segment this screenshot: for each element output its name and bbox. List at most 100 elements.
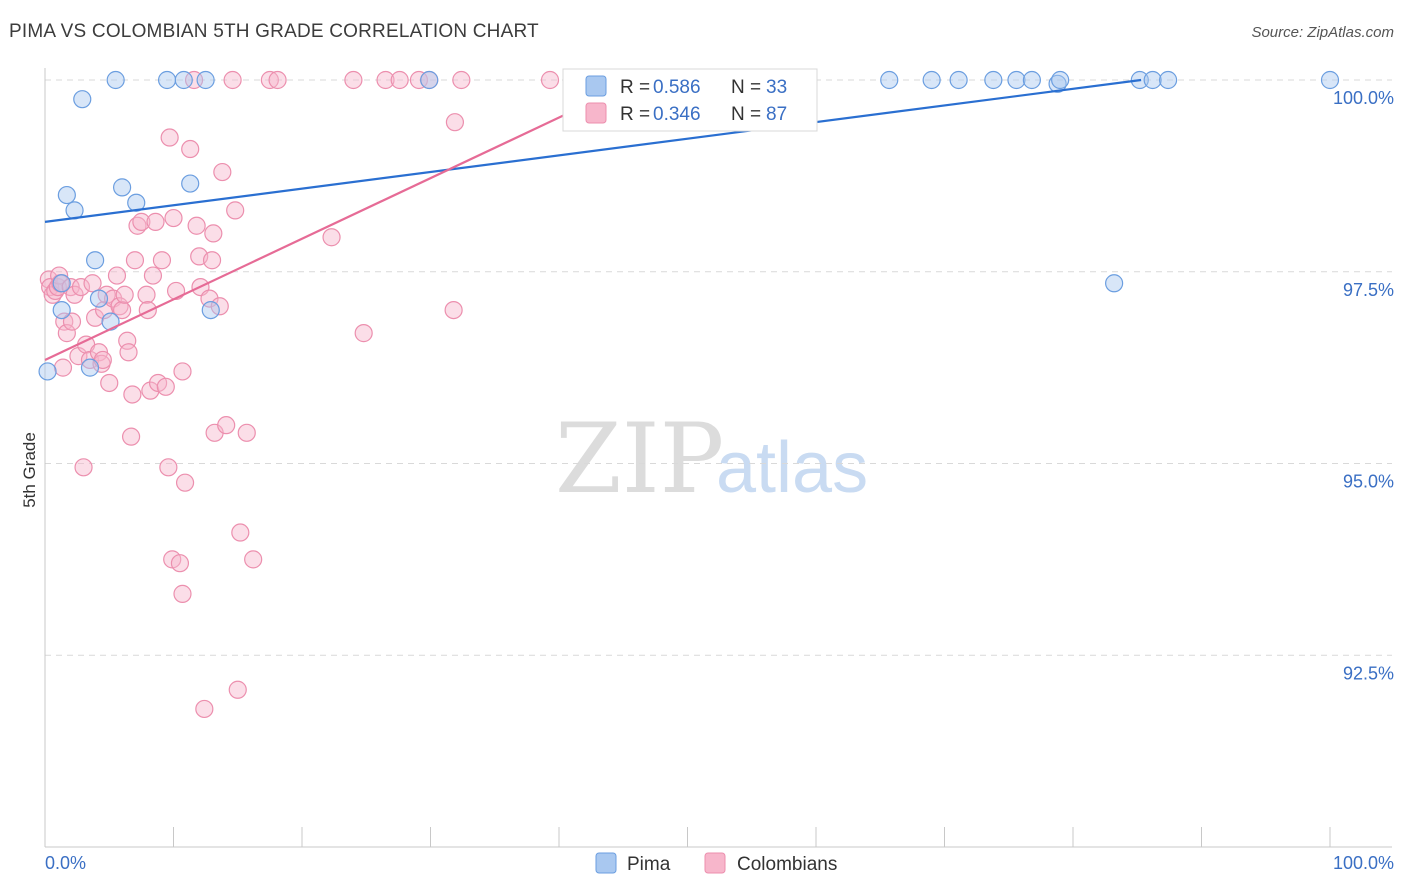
colombian-point [121,427,141,446]
colombian-point [445,113,465,132]
colombian-point [260,70,279,90]
colombian-point [57,324,76,343]
colombian-point [119,343,138,362]
colombian-point [231,523,250,542]
legend-r-label: R = [620,104,650,125]
pima-point [52,274,71,293]
pima-point [1143,70,1162,90]
colombian-point [107,266,127,285]
colombian-point [187,216,206,235]
colombian-point [173,362,192,381]
pima-point [949,70,968,90]
y-axis-label: 5th Grade [20,432,39,508]
pima-point [174,70,193,90]
colombian-point [125,251,145,270]
y-tick-label: 100.0% [1333,88,1394,108]
colombian-point [62,312,82,331]
colombian-point [146,212,165,231]
colombian-point [115,285,134,304]
pima-point [157,70,177,90]
colombian-point [268,70,287,90]
colombian-point [53,358,73,377]
colombian-point [152,251,172,270]
colombian-point [118,331,137,350]
colombian-point [170,554,190,573]
colombian-point [344,70,363,90]
legend-n-label: N = [731,104,761,125]
colombian-point [444,301,463,320]
colombian-point [100,373,119,393]
legend-box: R = 0.586 N = 33 R = 0.346 N = 87 [562,68,818,132]
bottom-legend: Pima Colombians [595,852,837,875]
colombian-point [138,301,157,320]
colombian-point [244,550,263,569]
pima-point [1051,70,1070,90]
colombian-point [112,301,132,320]
pima-point [1320,70,1340,90]
colombian-point [55,312,74,331]
bottom-legend-swatch-colombians [704,852,726,874]
pima-point [1022,70,1041,90]
pima-point [112,178,132,197]
colombian-point [132,212,151,231]
legend-swatch-pima [585,75,607,97]
pima-point [1007,70,1026,90]
colombian-point [74,458,93,477]
colombian-trend-line [44,113,566,361]
colombian-point [123,385,142,404]
pima-point [196,70,215,90]
colombian-point [409,70,429,90]
y-tick-label: 95.0% [1343,472,1394,492]
colombian-point [173,584,192,603]
colombian-point [195,699,214,719]
colombian-point [141,381,160,400]
colombian-point [223,70,242,90]
pima-point [38,362,57,381]
source-label: Source: ZipAtlas.com [1251,24,1394,41]
pima-point [880,70,899,90]
gridlines [45,79,1392,656]
colombian-point [83,274,102,293]
colombian-point [204,224,223,243]
colombian-point [202,251,222,270]
pima-point [127,193,146,212]
colombian-point [164,208,183,228]
colombian-point [210,297,229,316]
colombian-point [156,377,175,396]
y-tick-label: 92.5% [1343,663,1394,683]
colombian-point [354,324,373,343]
axes [44,68,1392,848]
x-tick-label-min: 0.0% [45,853,86,873]
chart-title: PIMA VS COLOMBIAN 5TH GRADE CORRELATION … [9,21,539,42]
legend-r-value-colombians: 0.346 [653,104,701,125]
pima-point [420,70,439,90]
pima-point [201,301,220,320]
colombian-point [322,228,341,247]
pima-point [86,251,105,270]
pima-trend-line [44,78,1142,223]
colombian-point [166,281,186,301]
bottom-legend-label-pima: Pima [627,854,671,875]
data-points [38,70,1340,719]
pima-point [57,185,76,205]
colombian-point [217,416,236,435]
legend-r-value-pima: 0.586 [653,77,701,98]
pima-point [80,358,100,377]
colombian-point [226,201,245,220]
pima-point [1105,274,1124,293]
colombian-point [143,266,163,285]
colombian-point [228,680,247,699]
colombian-point [540,70,560,90]
pima-point [52,301,71,320]
colombian-point [71,277,91,297]
pima-point [922,70,941,90]
colombian-point [376,70,395,90]
pima-point [73,90,92,109]
watermark-atlas: atlas [716,428,868,508]
legend-swatch-colombians [585,102,607,124]
legend-r-label: R = [620,77,650,98]
colombian-point [237,423,256,442]
pima-point [984,70,1003,90]
bottom-legend-label-colombians: Colombians [737,854,837,875]
